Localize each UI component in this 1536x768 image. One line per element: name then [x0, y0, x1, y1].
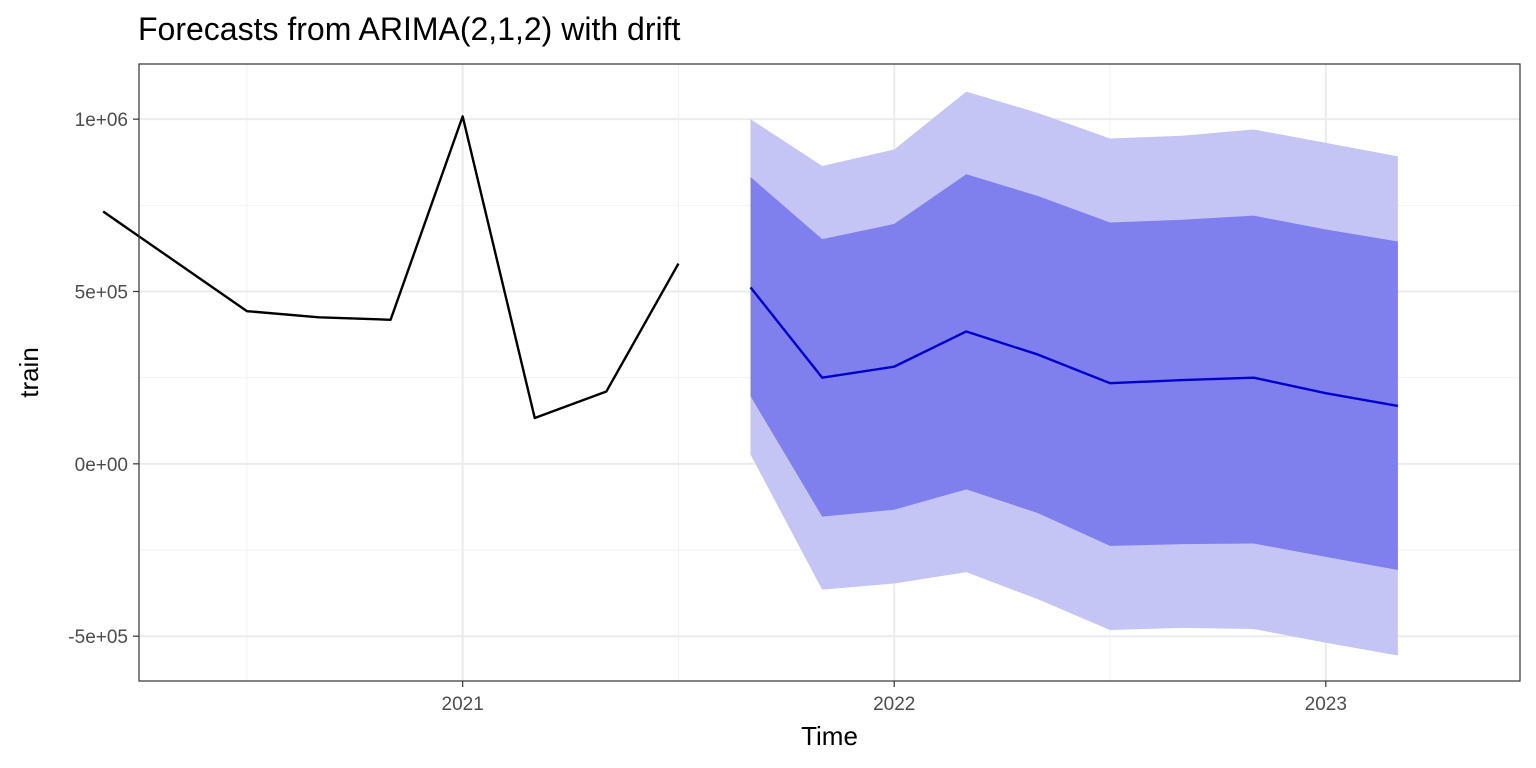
x-tick-label: 2021 — [442, 694, 484, 715]
y-axis: 1e+06 5e+05 0e+00 -5e+05 — [68, 110, 139, 648]
y-axis-label: train — [14, 347, 44, 398]
forecast-line — [749, 286, 1399, 408]
y-tick-label: 5e+05 — [75, 282, 128, 303]
observed-line — [102, 115, 680, 420]
prediction-band-80 — [750, 174, 1398, 571]
series-lines — [102, 115, 1399, 420]
plot-panel — [138, 63, 1521, 682]
x-axis: 2021 2022 2023 — [442, 681, 1347, 715]
chart-title: Forecasts from ARIMA(2,1,2) with drift — [138, 11, 680, 47]
y-tick-label: 1e+06 — [75, 110, 128, 131]
x-axis-label: Time — [801, 721, 858, 751]
prediction-bands — [750, 91, 1398, 656]
x-tick-label: 2023 — [1305, 694, 1347, 715]
y-tick-label: 0e+00 — [75, 455, 128, 476]
y-tick-label: -5e+05 — [68, 627, 128, 648]
x-tick-label: 2022 — [873, 694, 915, 715]
